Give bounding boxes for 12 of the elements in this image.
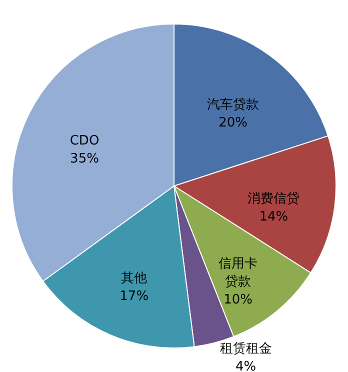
data-label: 20%: [218, 116, 248, 131]
slice-label: 信用卡贷款: [218, 256, 258, 290]
data-label: 4%: [235, 360, 256, 372]
slice-label: 消费信贷: [248, 192, 300, 207]
data-label: 35%: [70, 151, 99, 166]
data-label: 17%: [120, 289, 149, 304]
slice-label: CDO: [70, 133, 100, 148]
slice-label: 租赁租金: [220, 342, 272, 357]
slice-label: 其他: [121, 271, 148, 286]
data-label: 10%: [224, 292, 252, 308]
data-label: 14%: [259, 210, 288, 225]
slice-label: 汽车贷款: [207, 98, 260, 113]
